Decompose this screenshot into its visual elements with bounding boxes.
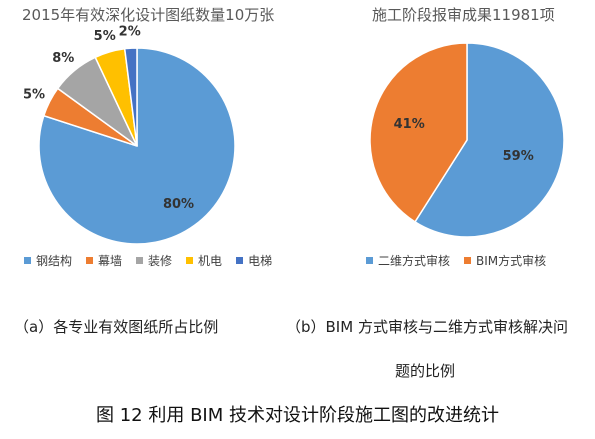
legend-swatch — [86, 257, 94, 264]
legend-label: 装修 — [148, 254, 173, 268]
caption-b-line1: （b）BIM 方式审核与二维方式审核解决问 — [286, 318, 568, 336]
caption-a: （a）各专业有效图纸所占比例 — [14, 318, 219, 336]
chart-b-slice-0 — [413, 42, 565, 238]
chart-b-data-label-0: 59% — [503, 149, 534, 164]
chart-a-legend-item: 装修 — [136, 252, 172, 269]
chart-b-legend-item: BIM方式审核 — [464, 252, 546, 269]
chart-a-legend-item: 钢结构 — [24, 252, 72, 269]
chart-a-legend-item: 机电 — [186, 252, 222, 269]
figure-caption: 图 12 利用 BIM 技术对设计阶段施工图的改进统计 — [96, 405, 499, 426]
chart-a-slice-4 — [123, 47, 138, 147]
caption-b-line2: 题的比例 — [395, 362, 456, 380]
chart-b-title: 施工阶段报审成果11981项 — [372, 6, 555, 24]
chart-a-legend: 钢结构 幕墙 装修 机电 电梯 — [24, 252, 286, 269]
chart-a-data-label-2: 8% — [52, 51, 74, 66]
chart-a-data-label-3: 5% — [94, 29, 116, 44]
chart-a-legend-item: 幕墙 — [86, 252, 122, 269]
legend-swatch — [464, 257, 472, 264]
legend-label: 二维方式审核 — [378, 254, 451, 268]
legend-label: 幕墙 — [98, 254, 123, 268]
legend-label: BIM方式审核 — [476, 254, 547, 268]
legend-swatch — [136, 257, 144, 264]
legend-swatch — [236, 257, 244, 264]
chart-a-data-label-1: 5% — [23, 88, 45, 103]
legend-label: 钢结构 — [36, 254, 73, 268]
chart-a-title: 2015年有效深化设计图纸数量10万张 — [22, 6, 275, 24]
chart-a-data-label-0: 80% — [163, 197, 194, 212]
chart-b-legend: 二维方式审核 BIM方式审核 — [366, 252, 560, 269]
chart-b-legend-item: 二维方式审核 — [366, 252, 450, 269]
legend-label: 机电 — [198, 254, 223, 268]
chart-a-legend-item: 电梯 — [236, 252, 272, 269]
legend-swatch — [24, 257, 31, 264]
legend-label: 电梯 — [248, 254, 273, 268]
chart-b-slice-1 — [369, 42, 468, 223]
pie-charts: 80%5%8%5% 2%59%41% — [23, 25, 565, 245]
chart-a-data-label-4: 2% — [119, 25, 141, 40]
chart-b-data-label-1: 41% — [394, 117, 425, 132]
legend-swatch — [366, 257, 373, 264]
legend-swatch — [186, 257, 194, 264]
